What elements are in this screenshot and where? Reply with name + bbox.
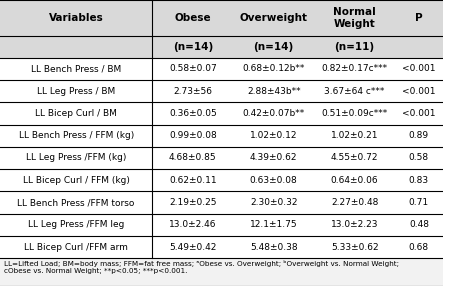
Text: 2.27±0.48: 2.27±0.48: [331, 198, 378, 207]
Text: <0.001: <0.001: [402, 109, 436, 118]
Text: 0.62±0.11: 0.62±0.11: [169, 176, 217, 185]
Text: LL Bicep Curl / BM: LL Bicep Curl / BM: [35, 109, 117, 118]
Text: 5.48±0.38: 5.48±0.38: [250, 243, 298, 252]
Text: Obese: Obese: [174, 13, 211, 23]
Text: LL Bench Press /FFM torso: LL Bench Press /FFM torso: [18, 198, 135, 207]
Text: 1.02±0.12: 1.02±0.12: [250, 131, 298, 140]
Text: <0.001: <0.001: [402, 64, 436, 74]
Text: 0.89: 0.89: [409, 131, 429, 140]
Text: 0.51±0.09c***: 0.51±0.09c***: [321, 109, 388, 118]
Text: <0.001: <0.001: [402, 87, 436, 96]
Text: LL Bicep Curl / FFM (kg): LL Bicep Curl / FFM (kg): [23, 176, 129, 185]
Text: 0.68: 0.68: [409, 243, 429, 252]
Bar: [0, 258, 443, 286]
Text: LL Bench Press / BM: LL Bench Press / BM: [31, 64, 121, 74]
Text: LL Leg Press /FFM (kg): LL Leg Press /FFM (kg): [26, 154, 127, 162]
Text: 13.0±2.23: 13.0±2.23: [331, 220, 378, 229]
Bar: [0, 236, 443, 258]
Text: Normal
Weight: Normal Weight: [333, 7, 376, 29]
Text: P: P: [415, 13, 423, 23]
Text: 2.30±0.32: 2.30±0.32: [250, 198, 298, 207]
Text: Overweight: Overweight: [240, 13, 308, 23]
Text: 2.88±43b**: 2.88±43b**: [247, 87, 301, 96]
Text: 4.39±0.62: 4.39±0.62: [250, 154, 298, 162]
Text: 5.49±0.42: 5.49±0.42: [169, 243, 217, 252]
Bar: [0, 191, 443, 214]
Bar: [0, 0, 443, 35]
Text: 0.64±0.06: 0.64±0.06: [331, 176, 378, 185]
Text: 3.67±64 c***: 3.67±64 c***: [324, 87, 385, 96]
Text: 0.42±0.07b**: 0.42±0.07b**: [243, 109, 305, 118]
Text: 0.36±0.05: 0.36±0.05: [169, 109, 217, 118]
Text: 13.0±2.46: 13.0±2.46: [169, 220, 217, 229]
Text: 0.83: 0.83: [409, 176, 429, 185]
Text: LL=Lifted Load; BM=body mass; FFM=fat free mass; ᵃObese vs. Overweight; ᵇOverwei: LL=Lifted Load; BM=body mass; FFM=fat fr…: [4, 260, 400, 274]
Text: 0.82±0.17c***: 0.82±0.17c***: [321, 64, 388, 74]
Bar: [0, 102, 443, 125]
Text: LL Bicep Curl /FFM arm: LL Bicep Curl /FFM arm: [24, 243, 128, 252]
Text: 0.58±0.07: 0.58±0.07: [169, 64, 217, 74]
Text: 12.1±1.75: 12.1±1.75: [250, 220, 298, 229]
Text: 2.19±0.25: 2.19±0.25: [169, 198, 217, 207]
Text: (n=14): (n=14): [173, 42, 213, 52]
Text: 0.48: 0.48: [409, 220, 429, 229]
Bar: [0, 58, 443, 80]
Text: (n=14): (n=14): [254, 42, 294, 52]
Text: 0.58: 0.58: [409, 154, 429, 162]
Bar: [0, 80, 443, 102]
Text: LL Leg Press /FFM leg: LL Leg Press /FFM leg: [28, 220, 124, 229]
Text: 4.55±0.72: 4.55±0.72: [331, 154, 378, 162]
Text: 5.33±0.62: 5.33±0.62: [331, 243, 378, 252]
Bar: [0, 169, 443, 191]
Text: 0.99±0.08: 0.99±0.08: [169, 131, 217, 140]
Bar: [0, 35, 443, 58]
Text: 2.73±56: 2.73±56: [173, 87, 212, 96]
Text: 0.63±0.08: 0.63±0.08: [250, 176, 298, 185]
Text: LL Leg Press / BM: LL Leg Press / BM: [37, 87, 115, 96]
Text: LL Bench Press / FFM (kg): LL Bench Press / FFM (kg): [18, 131, 134, 140]
Text: Variables: Variables: [49, 13, 103, 23]
Text: 0.68±0.12b**: 0.68±0.12b**: [243, 64, 305, 74]
Bar: [0, 214, 443, 236]
Bar: [0, 125, 443, 147]
Text: 1.02±0.21: 1.02±0.21: [331, 131, 378, 140]
Bar: [0, 147, 443, 169]
Text: 0.71: 0.71: [409, 198, 429, 207]
Text: 4.68±0.85: 4.68±0.85: [169, 154, 217, 162]
Text: (n=11): (n=11): [335, 42, 374, 52]
